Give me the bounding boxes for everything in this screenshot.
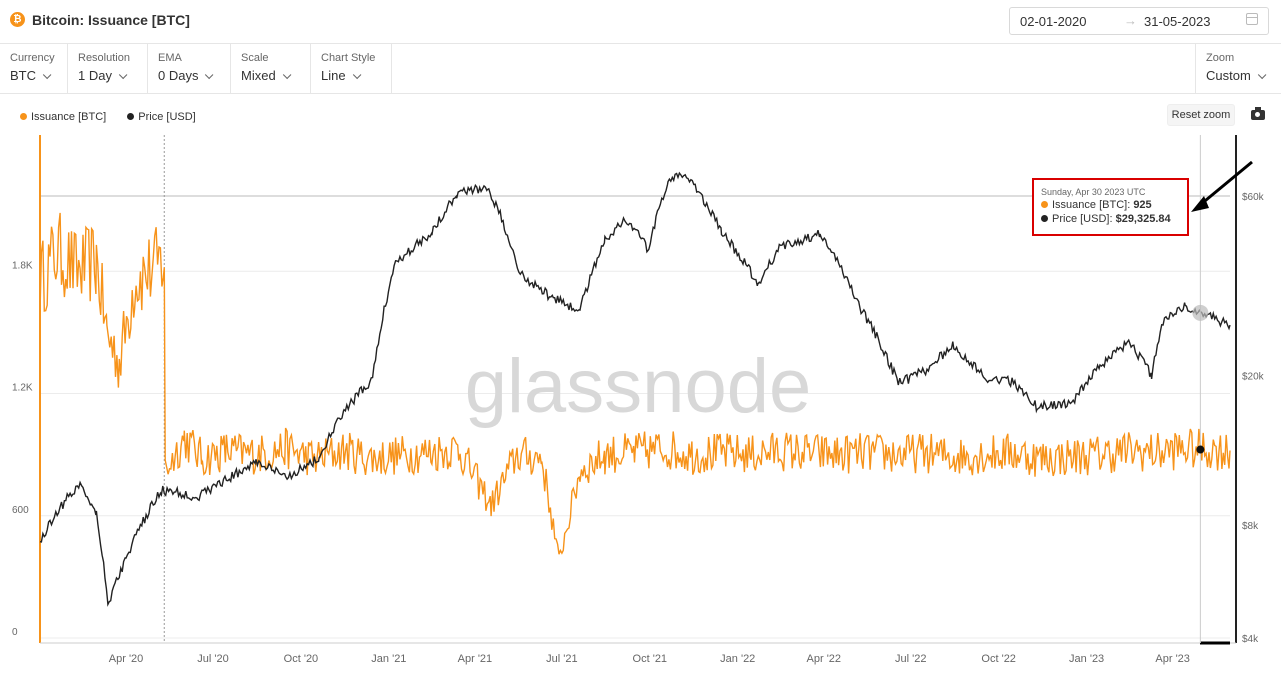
chart-style-value: Line xyxy=(321,68,381,83)
x-tick-label: Jul '21 xyxy=(546,653,577,665)
ema-value: 0 Days xyxy=(158,68,220,83)
y-tick-label-right: $4k xyxy=(1242,634,1259,645)
y-tick-label-left: 1.8K xyxy=(12,260,33,271)
chart-legend: Issuance [BTC] Price [USD] xyxy=(20,111,214,123)
legend-label-issuance: Issuance [BTC] xyxy=(31,111,107,123)
tooltip-dot-issuance xyxy=(1041,201,1048,208)
chart-style-dropdown[interactable]: Chart Style Line xyxy=(311,44,392,94)
currency-label: Currency xyxy=(10,52,55,64)
chart-controls: Currency BTC Resolution 1 Day EMA 0 Days… xyxy=(0,44,1281,94)
date-start-input[interactable]: 02-01-2020 xyxy=(1020,14,1087,29)
tooltip-dot-price xyxy=(1041,215,1048,222)
chart-tooltip: Sunday, Apr 30 2023 UTC Issuance [BTC]: … xyxy=(1032,178,1189,236)
annotation-arrow-shaft xyxy=(1199,160,1253,207)
legend-item-issuance[interactable]: Issuance [BTC] xyxy=(20,111,106,123)
issuance-series-line xyxy=(39,212,1231,555)
legend-label-price: Price [USD] xyxy=(138,111,196,123)
tooltip-issuance-label: Issuance [BTC]: xyxy=(1052,199,1134,211)
y-tick-label-left: 600 xyxy=(12,505,29,516)
tooltip-price-row: Price [USD]: $29,325.84 xyxy=(1041,213,1187,225)
chart-style-label: Chart Style xyxy=(321,52,376,64)
annotation-arrow-head xyxy=(1191,196,1209,212)
date-range-picker[interactable]: 02-01-2020 → 31-05-2023 xyxy=(1009,7,1269,35)
watermark-text: glassnode xyxy=(465,344,812,429)
resolution-value: 1 Day xyxy=(78,68,137,83)
x-tick-label: Jan '21 xyxy=(371,653,406,665)
tooltip-issuance-row: Issuance [BTC]: 925 xyxy=(1041,199,1187,211)
x-tick-label: Apr '20 xyxy=(109,653,144,665)
legend-item-price[interactable]: Price [USD] xyxy=(127,111,196,123)
zoom-value: Custom xyxy=(1206,68,1271,83)
date-end-input[interactable]: 31-05-2023 xyxy=(1144,14,1211,29)
reset-zoom-button[interactable]: Reset zoom xyxy=(1167,104,1235,126)
x-tick-label: Oct '22 xyxy=(981,653,1016,665)
resolution-label: Resolution xyxy=(78,52,130,64)
scale-label: Scale xyxy=(241,52,269,64)
zoom-dropdown[interactable]: Zoom Custom xyxy=(1195,44,1281,94)
x-tick-label: Apr '23 xyxy=(1155,653,1190,665)
tooltip-price-label: Price [USD]: xyxy=(1052,213,1116,225)
x-tick-label: Apr '22 xyxy=(807,653,842,665)
legend-dot-issuance xyxy=(20,113,27,120)
tooltip-date: Sunday, Apr 30 2023 UTC xyxy=(1041,187,1146,197)
x-tick-label: Jan '23 xyxy=(1069,653,1104,665)
chart-header: ₿ Bitcoin: Issuance [BTC] 02-01-2020 → 3… xyxy=(0,0,1281,44)
y-tick-label-right: $20k xyxy=(1242,371,1265,382)
issuance-hover-point xyxy=(1196,445,1205,454)
currency-dropdown[interactable]: Currency BTC xyxy=(0,44,68,94)
tooltip-issuance-value: 925 xyxy=(1133,199,1152,211)
arrow-right-icon: → xyxy=(1124,13,1137,28)
y-tick-label-left: 1.2K xyxy=(12,383,33,394)
currency-value: BTC xyxy=(10,68,57,83)
x-tick-label: Apr '21 xyxy=(458,653,493,665)
price-series-line xyxy=(39,171,1231,607)
tooltip-price-value: $29,325.84 xyxy=(1115,213,1171,225)
ema-label: EMA xyxy=(158,52,182,64)
calendar-icon[interactable] xyxy=(1246,13,1258,25)
resolution-dropdown[interactable]: Resolution 1 Day xyxy=(68,44,148,94)
scale-value: Mixed xyxy=(241,68,300,83)
x-tick-label: Jul '20 xyxy=(197,653,228,665)
legend-dot-price xyxy=(127,113,135,120)
ema-dropdown[interactable]: EMA 0 Days xyxy=(148,44,231,94)
y-tick-label-left: 0 xyxy=(12,627,18,638)
x-tick-label: Jul '22 xyxy=(895,653,926,665)
price-hover-halo xyxy=(1192,304,1209,321)
x-tick-label: Oct '21 xyxy=(633,653,668,665)
bitcoin-icon: ₿ xyxy=(10,12,25,27)
x-tick-label: Oct '20 xyxy=(284,653,319,665)
camera-icon[interactable] xyxy=(1251,107,1265,120)
zoom-label: Zoom xyxy=(1206,52,1235,64)
x-tick-label: Jan '22 xyxy=(720,653,755,665)
scale-dropdown[interactable]: Scale Mixed xyxy=(231,44,311,94)
y-tick-label-right: $8k xyxy=(1242,521,1259,532)
y-tick-label-right: $60k xyxy=(1242,192,1265,203)
page-title: Bitcoin: Issuance [BTC] xyxy=(32,12,190,28)
